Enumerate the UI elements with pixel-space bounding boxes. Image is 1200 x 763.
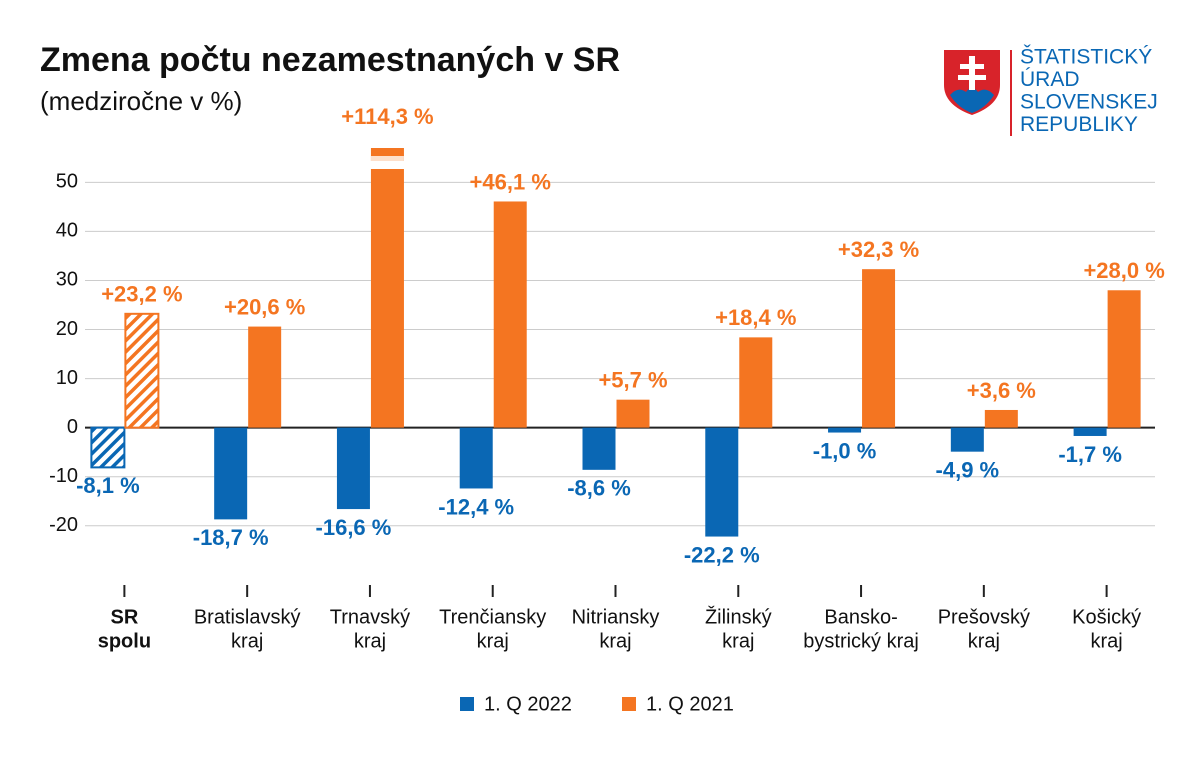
- y-tick-label: 20: [56, 318, 78, 340]
- y-tick-label: 40: [56, 220, 78, 242]
- bar: [370, 148, 404, 428]
- logo-text: ŠTATISTICKÝ: [1020, 46, 1152, 69]
- bar: [950, 427, 984, 452]
- logo-cross: [958, 56, 986, 90]
- bar: [248, 326, 282, 428]
- x-tick-label: spolu: [98, 630, 151, 652]
- bar: [739, 337, 773, 428]
- value-label: -8,1 %: [76, 473, 140, 498]
- value-label: +114,3 %: [341, 104, 433, 129]
- value-label: -8,6 %: [567, 476, 631, 501]
- value-label: -1,7 %: [1058, 442, 1122, 467]
- x-tick-label: Nitriansky: [572, 606, 660, 628]
- logo-text: ÚRAD: [1020, 68, 1080, 91]
- value-label: -4,9 %: [936, 457, 1000, 482]
- y-tick-label: 10: [56, 367, 78, 389]
- bar: [336, 427, 370, 510]
- x-tick-label: kraj: [599, 630, 631, 652]
- x-tick-label: Bratislavský: [194, 606, 301, 628]
- x-tick-label: Prešovský: [938, 606, 1030, 628]
- logo-text: SLOVENSKEJ: [1020, 91, 1158, 114]
- break-arrow: [370, 148, 404, 156]
- x-tick-label: bystrický kraj: [803, 630, 919, 652]
- value-label: -12,4 %: [438, 494, 514, 519]
- bar: [459, 427, 493, 489]
- value-label: +28,0 %: [1083, 258, 1164, 283]
- legend-label: 1. Q 2021: [646, 693, 734, 715]
- x-tick-label: kraj: [968, 630, 1000, 652]
- x-tick-label: kraj: [1090, 630, 1122, 652]
- bar: [493, 201, 527, 428]
- chart-title: Zmena počtu nezamestnaných v SR: [40, 41, 620, 79]
- y-tick-label: -10: [49, 465, 78, 487]
- x-tick-label: SR: [110, 606, 138, 628]
- y-tick-label: 30: [56, 269, 78, 291]
- bar: [984, 409, 1018, 428]
- value-label: -22,2 %: [684, 542, 760, 567]
- x-tick-label: Trnavský: [330, 606, 410, 628]
- value-label: -16,6 %: [316, 515, 392, 540]
- x-tick-label: kraj: [477, 630, 509, 652]
- x-tick-label: kraj: [722, 630, 754, 652]
- value-label: -1,0 %: [813, 438, 877, 463]
- chart-subtitle: (medziročne v %): [40, 86, 242, 116]
- y-tick-label: 0: [67, 416, 78, 438]
- axis-break: [370, 156, 404, 161]
- y-tick-label: 50: [56, 171, 78, 193]
- bar: [1107, 290, 1141, 428]
- x-tick-label: Trenčiansky: [439, 606, 546, 628]
- value-label: +5,7 %: [598, 367, 667, 392]
- legend-swatch: [622, 697, 636, 711]
- legend-swatch: [460, 697, 474, 711]
- x-tick-label: Žilinský: [705, 605, 772, 628]
- x-tick-label: Bansko-: [824, 606, 897, 628]
- value-label: -18,7 %: [193, 525, 269, 550]
- value-label: +46,1 %: [470, 169, 551, 194]
- logo: [944, 50, 1012, 136]
- logo-hills: [950, 88, 994, 113]
- x-tick-label: kraj: [354, 630, 386, 652]
- bar: [124, 312, 160, 429]
- value-label: +23,2 %: [101, 282, 182, 307]
- bar: [616, 399, 650, 428]
- bar: [705, 427, 739, 537]
- logo-text: REPUBLIKY: [1020, 113, 1138, 136]
- bar: [1073, 427, 1107, 436]
- value-label: +3,6 %: [967, 378, 1036, 403]
- bar: [582, 427, 616, 470]
- bar: [214, 427, 248, 520]
- bar: [90, 426, 126, 469]
- bar: [828, 427, 862, 433]
- value-label: +32,3 %: [838, 237, 919, 262]
- legend-label: 1. Q 2022: [484, 693, 572, 715]
- x-tick-label: Košický: [1072, 606, 1141, 628]
- value-label: +20,6 %: [224, 294, 305, 319]
- y-tick-label: -20: [49, 514, 78, 536]
- value-label: +18,4 %: [715, 305, 796, 330]
- x-tick-label: kraj: [231, 630, 263, 652]
- axis-break: [369, 161, 405, 169]
- bar: [862, 269, 896, 428]
